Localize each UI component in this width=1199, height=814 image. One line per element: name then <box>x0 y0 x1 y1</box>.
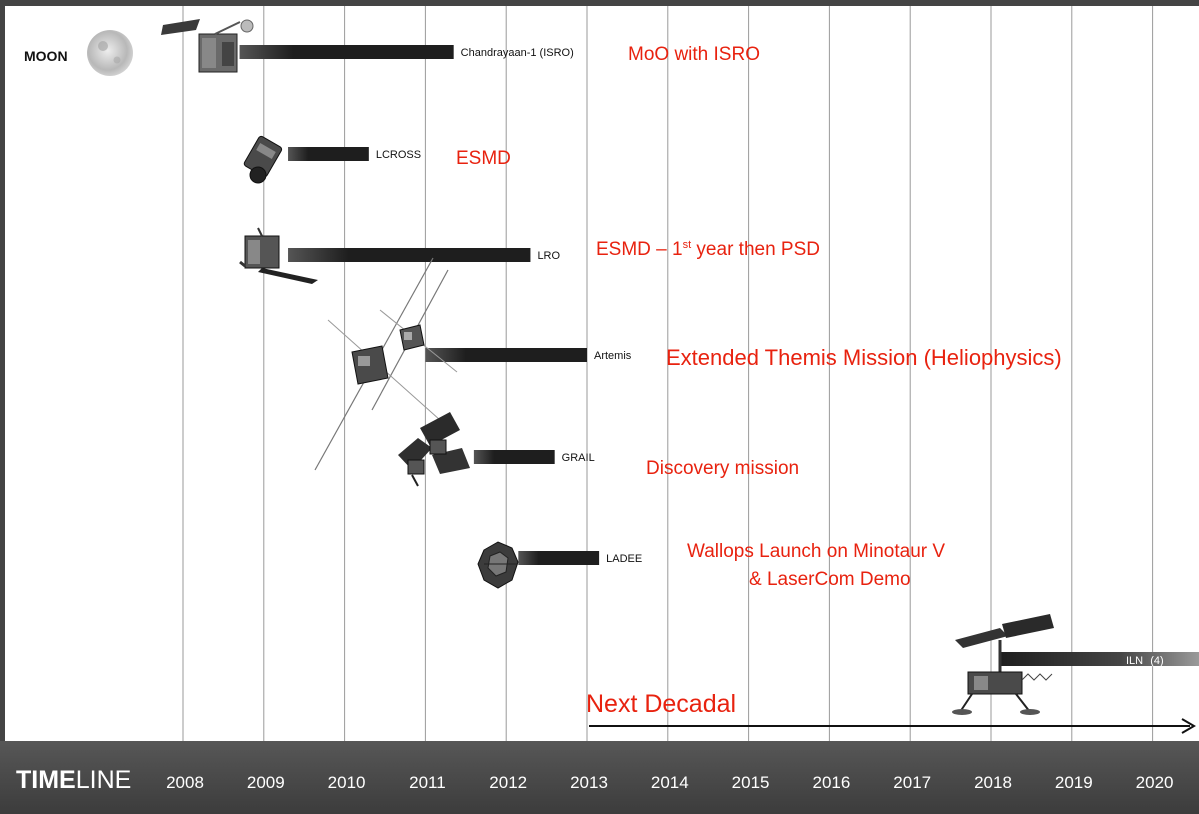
tick-label-2018: 2018 <box>974 773 1012 792</box>
tick-label-2012: 2012 <box>489 773 527 792</box>
note-lro-sup: st <box>683 239 692 251</box>
moon-crater-icon <box>98 41 108 51</box>
mission-bar-lcross <box>288 147 369 161</box>
note-lro-tail: year then PSD <box>691 239 820 260</box>
note-lcross: ESMD <box>456 148 511 169</box>
year-tick-labels: 2008 2009 2010 2011 2012 2013 2014 2015 2016 2017… <box>166 773 1173 792</box>
mission-label-lro: LRO <box>537 250 560 262</box>
tick-label-2013: 2013 <box>570 773 608 792</box>
mission-label-iln: ILN (4) <box>1126 655 1164 667</box>
note-ladee-line2: & LaserCom Demo <box>749 569 911 590</box>
moon-crater-icon <box>113 56 121 64</box>
note-grail: Discovery mission <box>646 458 799 479</box>
mission-bar-iln <box>999 652 1199 666</box>
tick-label-2015: 2015 <box>732 773 770 792</box>
tick-label-2010: 2010 <box>328 773 366 792</box>
mission-bar-artemis <box>425 348 587 362</box>
mission-label-ladee: LADEE <box>606 553 642 565</box>
note-lro-main: ESMD – 1 <box>596 239 683 260</box>
note-artemis: Extended Themis Mission (Heliophysics) <box>666 345 1062 370</box>
twin-spacecraft-icon <box>398 412 470 487</box>
tick-label-2019: 2019 <box>1055 773 1093 792</box>
iln-suffix: (4) <box>1150 655 1163 667</box>
mission-bar-grail <box>473 450 555 464</box>
twin-probes-icon <box>314 257 458 471</box>
iln-name: ILN <box>1126 655 1143 667</box>
arrowhead-icon <box>1181 718 1196 734</box>
mission-label-chandrayaan: Chandrayaan-1 (ISRO) <box>461 47 574 59</box>
mission-bar-lro <box>288 248 531 262</box>
timeline-title: TIMELINE <box>16 766 131 794</box>
year-gridlines <box>182 6 1154 741</box>
tick-label-2009: 2009 <box>247 773 285 792</box>
mission-bar-ladee <box>518 551 600 565</box>
note-chandrayaan: MoO with ISRO <box>628 44 760 65</box>
next-decadal-label: Next Decadal <box>586 690 736 718</box>
probe-icon <box>243 135 283 184</box>
mission-label-grail: GRAIL <box>562 452 595 464</box>
mission-label-lcross: LCROSS <box>376 149 421 161</box>
tick-label-2017: 2017 <box>893 773 931 792</box>
target-label: MOON <box>24 48 68 64</box>
tick-label-2011: 2011 <box>409 773 446 792</box>
timeline-title-light: LINE <box>76 766 132 794</box>
timeline-footer <box>0 741 1199 814</box>
moon-icon <box>87 30 133 76</box>
lander-icon <box>952 614 1054 715</box>
ladee-icon <box>477 541 519 589</box>
satellite-icon <box>161 19 254 73</box>
top-border <box>0 0 1199 6</box>
left-border <box>0 0 5 814</box>
mission-label-artemis: Artemis <box>594 350 632 362</box>
note-ladee-line1: Wallops Launch on Minotaur V <box>687 541 945 562</box>
note-lro: ESMD – 1st year then PSD <box>596 239 820 260</box>
timeline-title-strong: TIME <box>16 766 76 794</box>
tick-label-2008: 2008 <box>166 773 204 792</box>
tick-label-2020: 2020 <box>1136 773 1174 792</box>
mission-bar-chandrayaan-1-isro- <box>239 45 454 59</box>
tick-label-2014: 2014 <box>651 773 689 792</box>
tick-label-2016: 2016 <box>812 773 850 792</box>
orbiter-icon <box>239 227 318 284</box>
